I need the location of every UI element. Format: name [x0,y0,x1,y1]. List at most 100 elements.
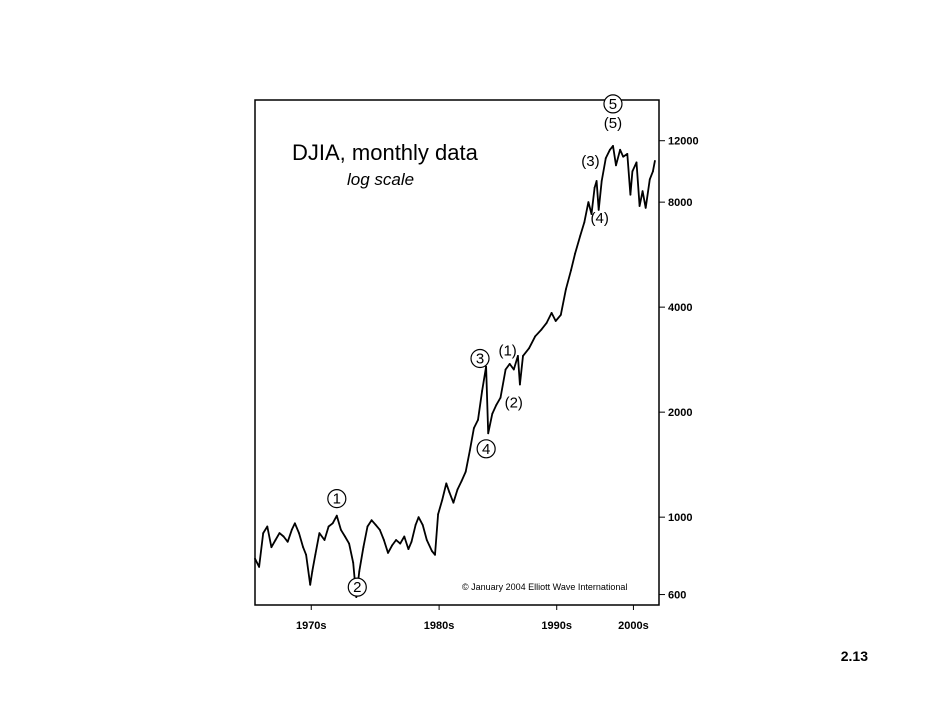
wave-label-text: 3 [476,350,484,367]
data-point [399,542,402,545]
series-layer [254,145,656,598]
data-point [629,193,632,196]
data-point [437,513,439,516]
djia-series-line [254,145,656,598]
data-point [298,532,300,534]
data-point [348,542,350,545]
data-point [464,470,467,473]
wave-label-text: 2 [353,579,361,596]
data-point [512,368,515,371]
data-point [445,482,448,485]
wave-label-circled: 3 [470,348,490,369]
x-tick-label: 2000s [618,620,649,632]
wave-label-text: (3) [581,153,599,170]
wave-label-ring [327,489,347,509]
wave-label-text: (1) [498,343,516,360]
data-point [294,522,296,525]
data-point [331,522,334,525]
data-point [282,535,285,538]
data-point [270,546,273,549]
data-point [421,524,424,526]
data-point [344,535,346,538]
wave-label-parenthesized: (2) [505,395,523,412]
data-point [499,396,502,399]
wave-label-ring [603,94,623,114]
data-point [648,178,651,181]
copyright-note: © January 2004 Elliott Wave Internationa… [462,582,627,592]
data-point [278,532,281,534]
wave-label-circled: 5 [603,94,623,114]
data-point [595,180,598,182]
data-point [460,480,463,482]
data-point [565,288,567,291]
data-point [468,449,471,452]
data-point [327,525,330,528]
data-point [545,322,548,324]
data-point [654,160,656,162]
y-axis: 600 1000 2000 4000 8000 12000 [659,136,699,602]
data-point [431,550,433,552]
data-point [414,524,417,526]
x-tick-label: 1990s [541,620,572,632]
data-point [600,180,603,182]
data-point [587,201,590,204]
wave-label-text: 5 [609,96,617,113]
wave-annotations: 1 2 3 4 (1) (2) (3) (4) (5) 5 [327,94,623,597]
y-tick-label: 600 [668,590,686,602]
data-point [481,390,483,392]
data-point [305,553,307,556]
data-point [370,519,373,522]
data-point [517,355,519,357]
wave-label-parenthesized: (3) [581,153,599,170]
data-point [448,491,451,493]
y-tick-label: 12000 [668,136,699,148]
data-point [635,161,638,164]
x-tick-label: 1980s [424,620,455,632]
data-point [550,312,553,314]
data-point [266,525,269,528]
data-point [352,561,355,564]
data-point [579,235,582,237]
data-point [644,207,647,209]
data-point [309,583,312,586]
data-point [590,213,593,215]
wave-label-circled: 1 [327,489,347,509]
data-point [456,488,459,491]
data-point [626,153,629,155]
data-point [374,524,377,526]
data-point [417,516,420,519]
data-point [410,540,413,543]
data-point [609,148,611,151]
data-point [318,532,321,534]
data-point [638,205,641,207]
wave-label-circled: 4 [476,439,496,459]
data-point [554,320,557,322]
data-point [473,427,475,429]
data-point [391,544,393,547]
data-point [522,355,524,357]
data-point [286,540,289,543]
data-point [378,528,381,531]
data-point [425,539,428,541]
data-point [491,412,494,415]
data-point [311,570,314,573]
chart-title: DJIA, monthly data [292,140,479,165]
slide-number: 2.13 [840,648,868,664]
y-tick-label: 8000 [668,197,692,209]
data-point [274,539,277,541]
data-point [559,314,562,316]
x-axis: 1970s 1980s 1990s 2000s [296,605,649,632]
data-point [383,539,385,541]
data-point [615,164,617,167]
wave-label-ring [476,439,496,459]
wave-label-text: (4) [591,210,609,227]
wave-label-circled: 2 [347,577,367,597]
data-point [583,221,586,224]
y-tick-label: 2000 [668,407,692,419]
data-point [358,570,361,573]
data-point [366,525,369,528]
data-point [534,335,537,338]
wave-label-parenthesized: (4) [591,210,609,227]
data-point [652,170,654,173]
